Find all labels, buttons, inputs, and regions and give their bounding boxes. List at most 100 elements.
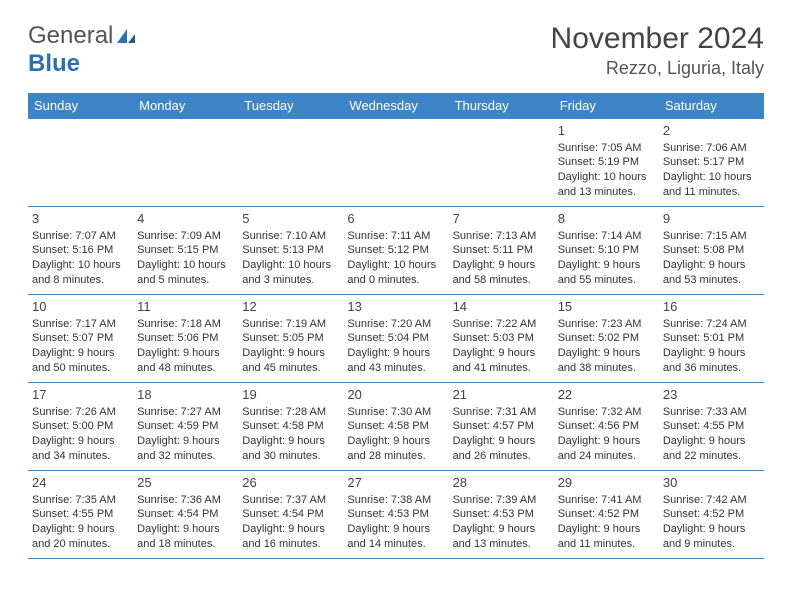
daylight-text: and 13 minutes.	[558, 185, 655, 200]
sunrise-text: Sunrise: 7:39 AM	[453, 493, 550, 508]
calendar-cell: 3Sunrise: 7:07 AMSunset: 5:16 PMDaylight…	[28, 207, 133, 295]
sunrise-text: Sunrise: 7:10 AM	[242, 229, 339, 244]
calendar-row: 10Sunrise: 7:17 AMSunset: 5:07 PMDayligh…	[28, 295, 764, 383]
sunset-text: Sunset: 4:57 PM	[453, 419, 550, 434]
sunrise-text: Sunrise: 7:18 AM	[137, 317, 234, 332]
sunset-text: Sunset: 4:58 PM	[242, 419, 339, 434]
daylight-text: and 22 minutes.	[663, 449, 760, 464]
daylight-text: Daylight: 10 hours	[558, 170, 655, 185]
weekday-header: Thursday	[449, 93, 554, 119]
day-number: 25	[137, 474, 234, 492]
daylight-text: Daylight: 9 hours	[242, 522, 339, 537]
daylight-text: and 11 minutes.	[663, 185, 760, 200]
sunrise-text: Sunrise: 7:27 AM	[137, 405, 234, 420]
day-number: 6	[347, 210, 444, 228]
sunrise-text: Sunrise: 7:09 AM	[137, 229, 234, 244]
sunset-text: Sunset: 5:04 PM	[347, 331, 444, 346]
weekday-header: Tuesday	[238, 93, 343, 119]
sunrise-text: Sunrise: 7:32 AM	[558, 405, 655, 420]
daylight-text: Daylight: 9 hours	[137, 522, 234, 537]
daylight-text: Daylight: 9 hours	[663, 346, 760, 361]
calendar-cell: 14Sunrise: 7:22 AMSunset: 5:03 PMDayligh…	[449, 295, 554, 383]
daylight-text: and 28 minutes.	[347, 449, 444, 464]
sunrise-text: Sunrise: 7:22 AM	[453, 317, 550, 332]
daylight-text: Daylight: 9 hours	[558, 346, 655, 361]
calendar-cell: 6Sunrise: 7:11 AMSunset: 5:12 PMDaylight…	[343, 207, 448, 295]
daylight-text: and 9 minutes.	[663, 537, 760, 552]
sunrise-text: Sunrise: 7:17 AM	[32, 317, 129, 332]
calendar-cell: 17Sunrise: 7:26 AMSunset: 5:00 PMDayligh…	[28, 383, 133, 471]
calendar-cell: 27Sunrise: 7:38 AMSunset: 4:53 PMDayligh…	[343, 471, 448, 559]
logo-text-2: Blue	[28, 50, 80, 77]
daylight-text: and 41 minutes.	[453, 361, 550, 376]
daylight-text: Daylight: 9 hours	[32, 346, 129, 361]
sunrise-text: Sunrise: 7:06 AM	[663, 141, 760, 156]
sunrise-text: Sunrise: 7:38 AM	[347, 493, 444, 508]
sunset-text: Sunset: 5:03 PM	[453, 331, 550, 346]
sunrise-text: Sunrise: 7:33 AM	[663, 405, 760, 420]
sunset-text: Sunset: 4:52 PM	[558, 507, 655, 522]
calendar-cell: 1Sunrise: 7:05 AMSunset: 5:19 PMDaylight…	[554, 119, 659, 207]
calendar-cell: 29Sunrise: 7:41 AMSunset: 4:52 PMDayligh…	[554, 471, 659, 559]
sunset-text: Sunset: 4:52 PM	[663, 507, 760, 522]
daylight-text: Daylight: 10 hours	[32, 258, 129, 273]
daylight-text: and 16 minutes.	[242, 537, 339, 552]
daylight-text: and 38 minutes.	[558, 361, 655, 376]
sunrise-text: Sunrise: 7:42 AM	[663, 493, 760, 508]
calendar-header-row: Sunday Monday Tuesday Wednesday Thursday…	[28, 93, 764, 119]
weekday-header: Wednesday	[343, 93, 448, 119]
daylight-text: and 26 minutes.	[453, 449, 550, 464]
day-number: 9	[663, 210, 760, 228]
day-number: 15	[558, 298, 655, 316]
day-number: 17	[32, 386, 129, 404]
daylight-text: Daylight: 9 hours	[558, 258, 655, 273]
sunset-text: Sunset: 5:13 PM	[242, 243, 339, 258]
daylight-text: Daylight: 9 hours	[453, 258, 550, 273]
daylight-text: Daylight: 9 hours	[663, 258, 760, 273]
daylight-text: and 13 minutes.	[453, 537, 550, 552]
sunrise-text: Sunrise: 7:26 AM	[32, 405, 129, 420]
sunrise-text: Sunrise: 7:11 AM	[347, 229, 444, 244]
sunrise-text: Sunrise: 7:19 AM	[242, 317, 339, 332]
sunset-text: Sunset: 5:02 PM	[558, 331, 655, 346]
weekday-header: Friday	[554, 93, 659, 119]
sunset-text: Sunset: 5:01 PM	[663, 331, 760, 346]
calendar-cell: 24Sunrise: 7:35 AMSunset: 4:55 PMDayligh…	[28, 471, 133, 559]
daylight-text: and 36 minutes.	[663, 361, 760, 376]
daylight-text: and 55 minutes.	[558, 273, 655, 288]
day-number: 21	[453, 386, 550, 404]
daylight-text: and 14 minutes.	[347, 537, 444, 552]
location: Rezzo, Liguria, Italy	[551, 58, 764, 79]
calendar-row: 3Sunrise: 7:07 AMSunset: 5:16 PMDaylight…	[28, 207, 764, 295]
sunset-text: Sunset: 5:05 PM	[242, 331, 339, 346]
sunrise-text: Sunrise: 7:13 AM	[453, 229, 550, 244]
calendar-cell: 13Sunrise: 7:20 AMSunset: 5:04 PMDayligh…	[343, 295, 448, 383]
day-number: 16	[663, 298, 760, 316]
daylight-text: and 8 minutes.	[32, 273, 129, 288]
daylight-text: Daylight: 9 hours	[242, 346, 339, 361]
daylight-text: Daylight: 9 hours	[32, 434, 129, 449]
daylight-text: Daylight: 10 hours	[242, 258, 339, 273]
day-number: 18	[137, 386, 234, 404]
daylight-text: and 53 minutes.	[663, 273, 760, 288]
calendar-cell: 23Sunrise: 7:33 AMSunset: 4:55 PMDayligh…	[659, 383, 764, 471]
sunset-text: Sunset: 5:15 PM	[137, 243, 234, 258]
calendar-cell	[133, 119, 238, 207]
calendar-cell: 2Sunrise: 7:06 AMSunset: 5:17 PMDaylight…	[659, 119, 764, 207]
sunset-text: Sunset: 4:55 PM	[32, 507, 129, 522]
logo-line2: Blue	[28, 50, 80, 78]
sunset-text: Sunset: 5:17 PM	[663, 155, 760, 170]
sunrise-text: Sunrise: 7:14 AM	[558, 229, 655, 244]
calendar-cell: 30Sunrise: 7:42 AMSunset: 4:52 PMDayligh…	[659, 471, 764, 559]
daylight-text: and 34 minutes.	[32, 449, 129, 464]
calendar-cell: 9Sunrise: 7:15 AMSunset: 5:08 PMDaylight…	[659, 207, 764, 295]
day-number: 4	[137, 210, 234, 228]
sunrise-text: Sunrise: 7:37 AM	[242, 493, 339, 508]
day-number: 8	[558, 210, 655, 228]
sunrise-text: Sunrise: 7:36 AM	[137, 493, 234, 508]
calendar-cell: 19Sunrise: 7:28 AMSunset: 4:58 PMDayligh…	[238, 383, 343, 471]
day-number: 2	[663, 122, 760, 140]
calendar-cell: 25Sunrise: 7:36 AMSunset: 4:54 PMDayligh…	[133, 471, 238, 559]
daylight-text: and 24 minutes.	[558, 449, 655, 464]
sunrise-text: Sunrise: 7:07 AM	[32, 229, 129, 244]
